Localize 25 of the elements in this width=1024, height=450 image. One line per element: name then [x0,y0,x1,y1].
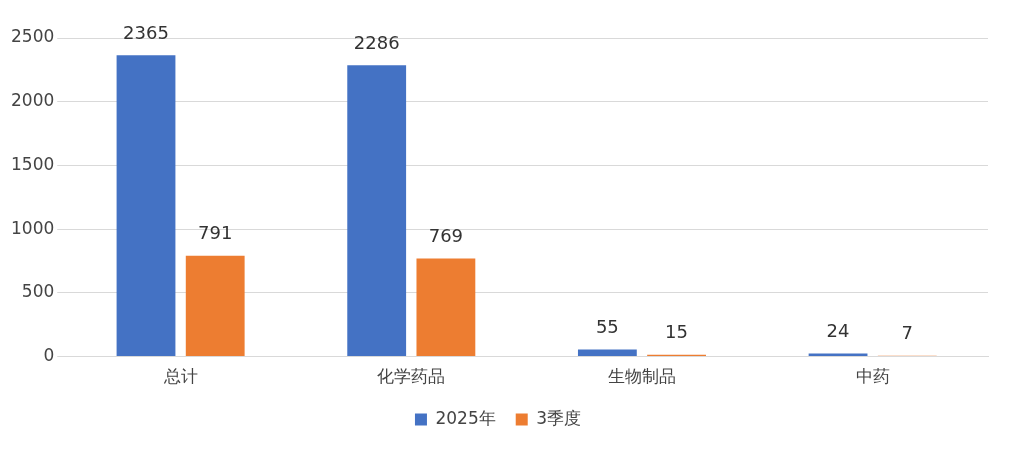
legend-label: 3季度 [536,407,582,428]
y-tick-label: 0 [43,345,55,366]
bar [185,255,245,357]
bar [347,65,407,357]
y-tick-label: 2000 [11,90,55,111]
data-label: 2286 [353,31,400,53]
x-tick-label: 中药 [855,366,890,387]
data-label: 15 [665,321,689,343]
x-tick-label: 生物制品 [607,366,676,387]
x-tick-label: 化学药品 [377,366,446,387]
data-label: 7 [901,322,913,344]
data-label: 55 [595,316,619,338]
data-label: 2365 [123,21,169,43]
bar [577,349,637,357]
y-tick-label: 1500 [11,153,55,174]
data-label: 24 [826,320,850,342]
y-tick-label: 2500 [11,26,55,47]
x-tick-label: 总计 [162,366,198,387]
bar [116,55,176,357]
y-tick-label: 500 [21,281,55,302]
legend-label: 2025年 [435,407,496,428]
bar [416,258,476,357]
data-label: 791 [198,222,233,244]
y-tick-label: 1000 [11,217,55,238]
data-label: 769 [428,225,464,247]
